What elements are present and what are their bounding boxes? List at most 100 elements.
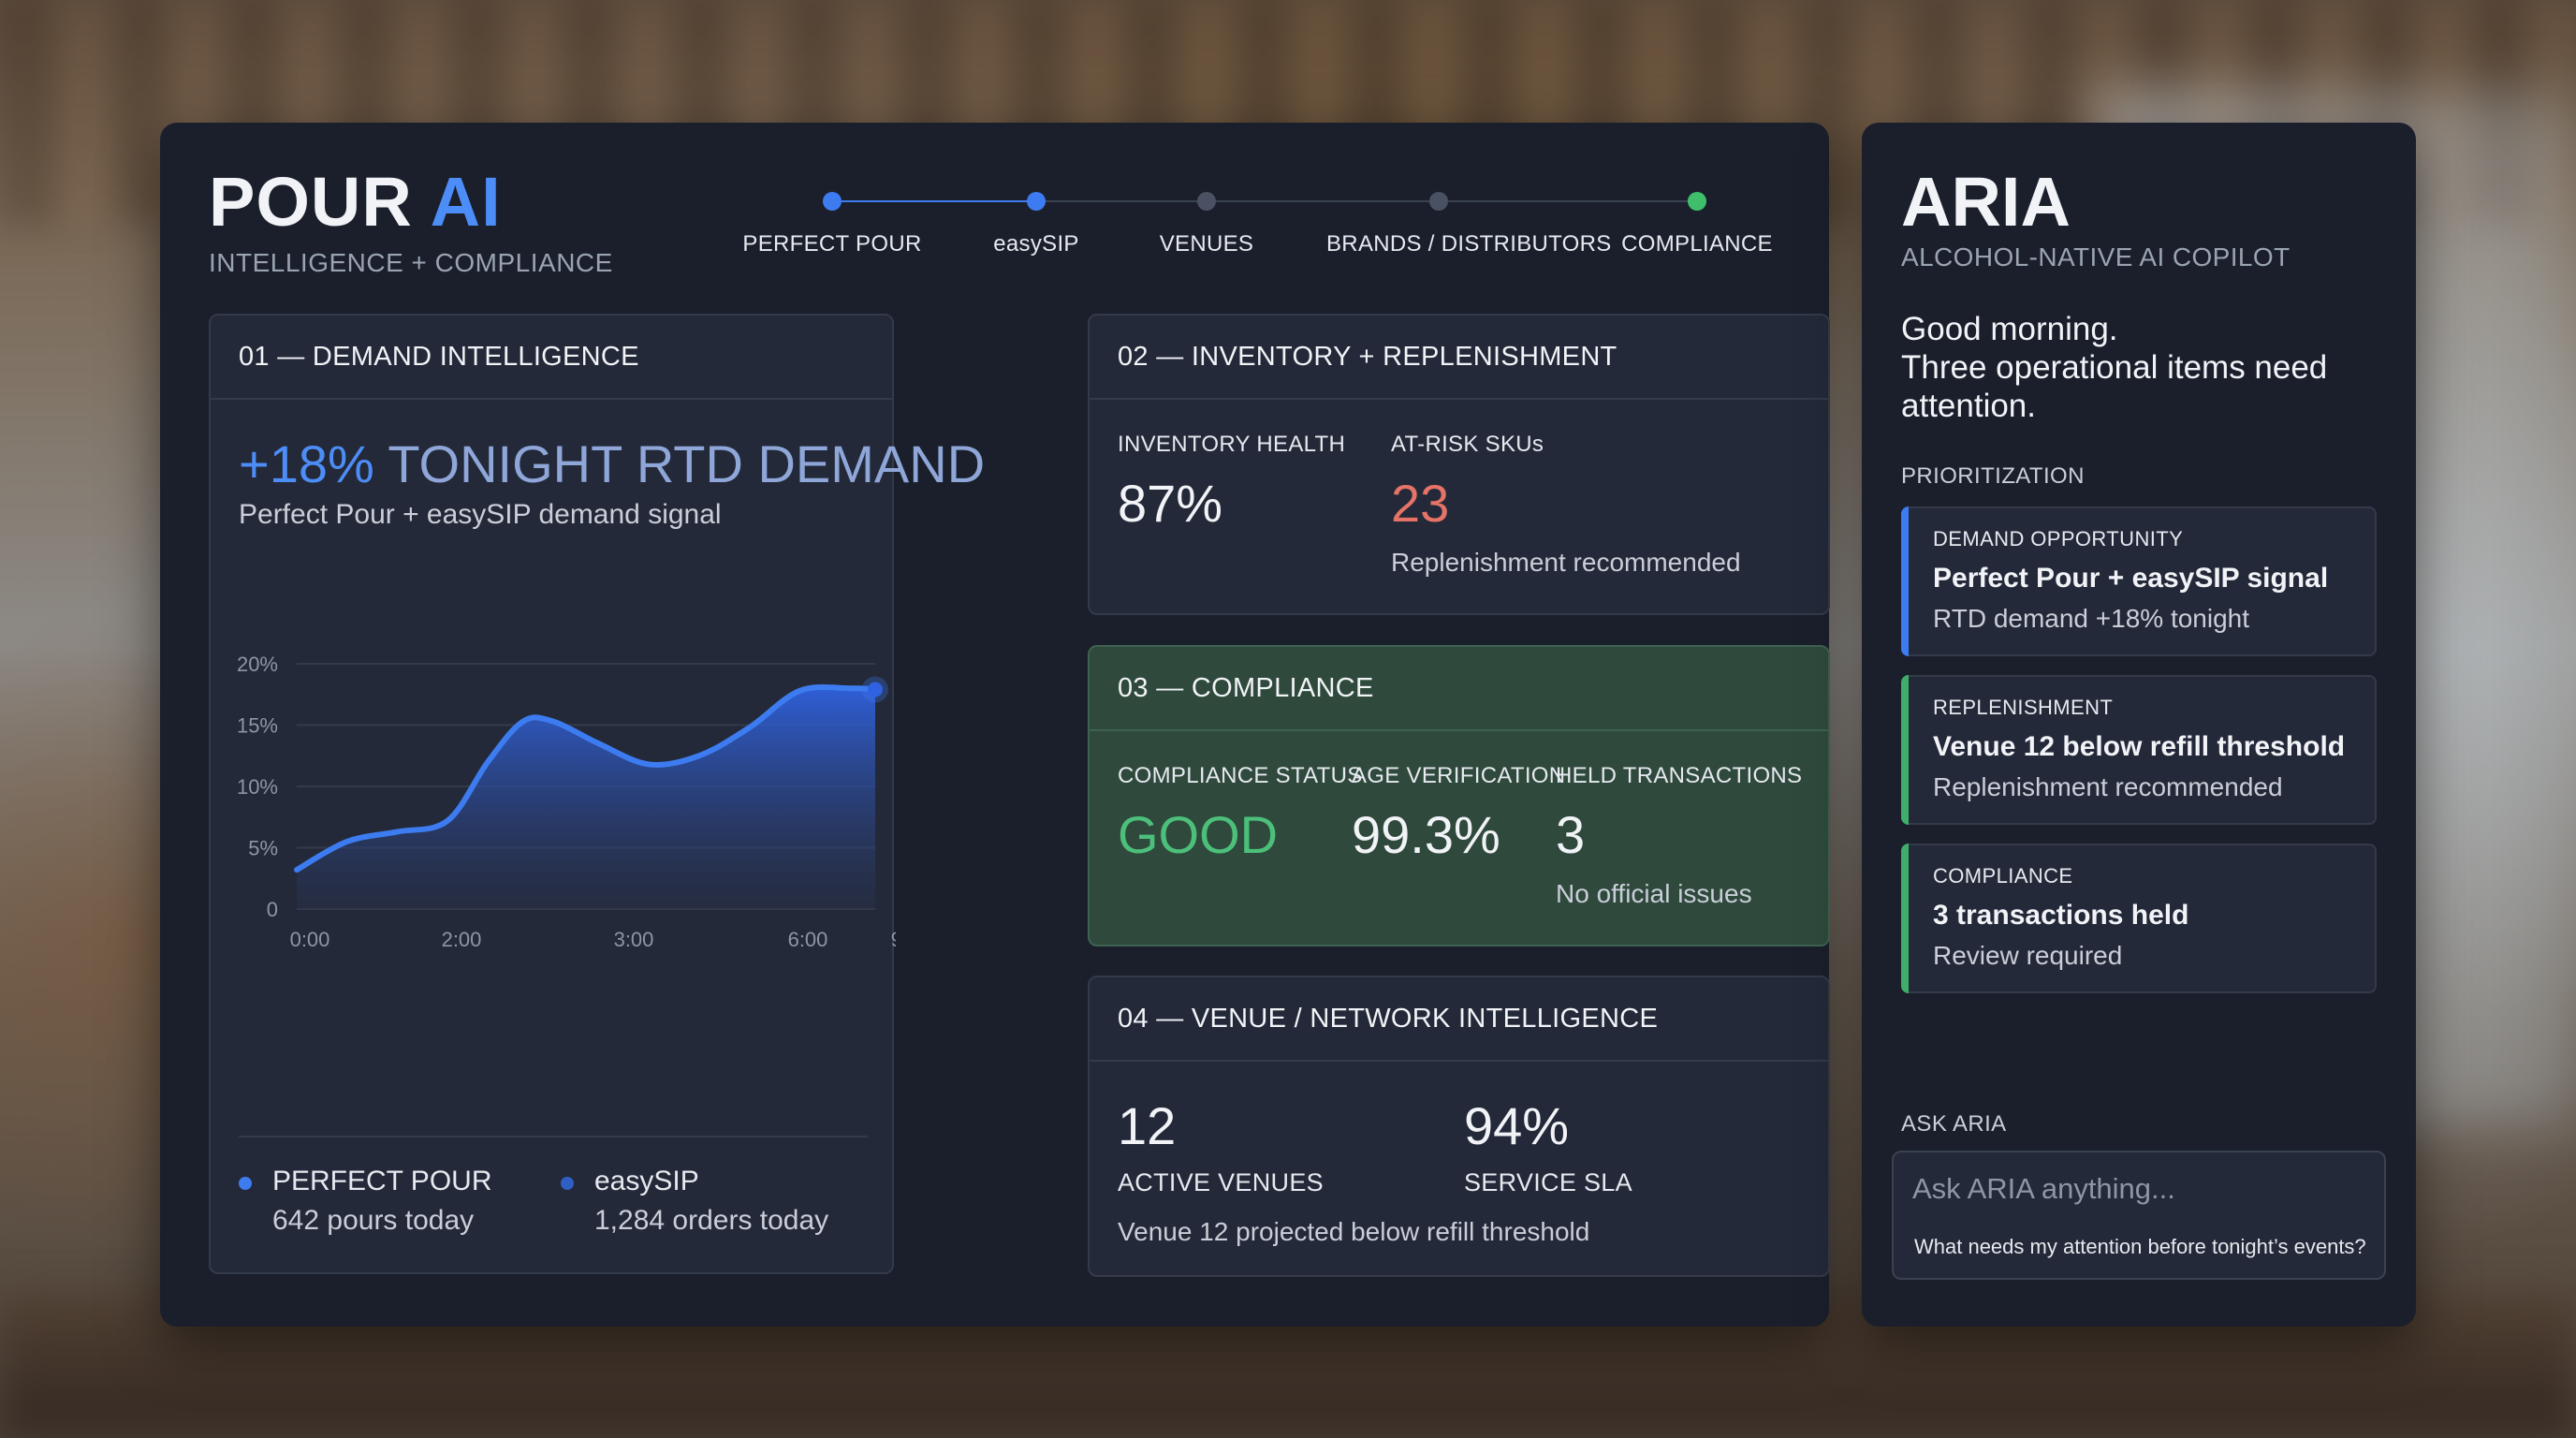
card-header: 02 — INVENTORY + REPLENISHMENT [1090,315,1828,400]
step-label: VENUES [1159,231,1254,257]
demand-chart: 0 5% 10% 15% 20% 0:00 2:00 3:00 6:00 9:00 [237,653,896,951]
at-risk-skus-label: AT-RISK SKUs [1391,432,1544,457]
step-dot [823,192,842,211]
y-tick-label: 20% [237,653,278,676]
demand-subtitle: Perfect Pour + easySIP demand signal [239,499,722,530]
step-label: PERFECT POUR [742,231,922,257]
compliance-note: No official issues [1556,879,1752,908]
active-venues-value: 12 [1118,1096,1177,1155]
step-compliance[interactable]: COMPLIANCE [1585,179,1809,257]
y-tick-label: 15% [237,714,278,738]
venue-note: Venue 12 projected below refill threshol… [1118,1217,1590,1246]
age-verification-label: AGE VERIFICATION [1352,763,1566,788]
card-header: 01 — DEMAND INTELLIGENCE [211,315,892,400]
ask-aria-label: ASK ARIA [1901,1111,2007,1137]
aria-title: ARIA [1901,163,2071,241]
x-tick-label: 0:00 [290,928,330,951]
x-tick-label: 9:00 [891,928,896,951]
legend-item-perfect-pour: PERFECT POUR 642 pours today [239,1166,491,1237]
aria-greeting: Good morning. Three operational items ne… [1901,310,2388,425]
demand-headline: +18% TONIGHT RTD DEMAND [239,433,985,494]
suggested-question[interactable]: What needs my attention before tonight’s… [1914,1235,2366,1258]
venue-network-card: 04 — VENUE / NETWORK INTELLIGENCE 12 ACT… [1088,976,1830,1277]
legend-dot [561,1177,574,1190]
compliance-status-value: GOOD [1118,805,1279,864]
demand-headline-text: TONIGHT RTD DEMAND [388,434,986,493]
active-venues-label: ACTIVE VENUES [1118,1168,1324,1196]
step-easysip[interactable]: easySIP [924,179,1149,257]
priority-accent-bar [1901,506,1909,656]
at-risk-skus-value: 23 [1391,474,1450,533]
legend-value: 642 pours today [272,1205,475,1236]
step-dot [1688,192,1706,211]
brand-title-accent: AI [430,163,502,241]
priority-title: Perfect Pour + easySIP signal [1933,563,2329,594]
x-tick-label: 2:00 [442,928,482,951]
inventory-card: 02 — INVENTORY + REPLENISHMENT INVENTORY… [1088,314,1830,615]
current-point-marker [868,682,883,697]
stepper-connector [842,200,1046,202]
priority-note: RTD demand +18% tonight [1933,604,2250,633]
aria-greeting-line: Good morning. [1901,311,2118,347]
legend-item-easysip: easySIP 1,284 orders today [561,1166,828,1237]
aria-greeting-line: Three operational items need attention. [1901,349,2328,424]
step-dot [1027,192,1046,211]
age-verification-value: 99.3% [1352,805,1500,864]
brand-title: POUR AI [209,168,613,237]
x-tick-label: 6:00 [788,928,828,951]
inventory-note: Replenishment recommended [1391,548,1741,577]
ask-aria-input[interactable] [1912,1166,2362,1212]
y-tick-label: 5% [248,837,278,860]
demand-line [294,683,878,873]
legend-name: PERFECT POUR [272,1166,492,1196]
legend-name: easySIP [594,1166,699,1196]
held-transactions-label: HELD TRANSACTIONS [1556,763,1803,788]
brand: POUR AI INTELLIGENCE + COMPLIANCE [209,168,613,278]
stepper-connector [1046,200,1216,202]
priority-title: Venue 12 below refill threshold [1933,731,2346,762]
priority-item-demand[interactable]: DEMAND OPPORTUNITY Perfect Pour + easySI… [1901,506,2377,656]
brand-subtitle: INTELLIGENCE + COMPLIANCE [209,248,613,277]
priority-item-replenishment[interactable]: REPLENISHMENT Venue 12 below refill thre… [1901,675,2377,825]
source-stepper: PERFECT POUR easySIP VENUES BRANDS / DIS… [742,179,1798,263]
aria-copilot-panel: ARIA ALCOHOL-NATIVE AI COPILOT Good morn… [1862,123,2416,1327]
step-brands-distributors[interactable]: BRANDS / DISTRIBUTORS [1326,179,1612,257]
legend-divider [239,1136,868,1137]
held-transactions-value: 3 [1556,805,1586,864]
dashboard-panel: POUR AI INTELLIGENCE + COMPLIANCE PERFEC… [160,123,1830,1327]
step-label: easySIP [993,231,1079,257]
priority-title: 3 transactions held [1933,900,2189,931]
priority-accent-bar [1901,675,1909,825]
priority-note: Review required [1933,941,2123,970]
priority-kicker: REPLENISHMENT [1933,696,2114,719]
stepper-connector [1448,200,1706,202]
step-label: BRANDS / DISTRIBUTORS [1326,231,1612,257]
y-tick-label: 0 [267,898,278,921]
priority-accent-bar [1901,844,1909,993]
service-sla-label: SERVICE SLA [1464,1168,1632,1196]
step-label: COMPLIANCE [1621,231,1773,257]
card-header: 03 — COMPLIANCE [1090,647,1828,731]
priority-kicker: COMPLIANCE [1933,864,2073,888]
demand-area-fill [297,686,875,909]
step-perfect-pour[interactable]: PERFECT POUR [720,179,944,257]
compliance-card: 03 — COMPLIANCE COMPLIANCE STATUS GOOD A… [1088,645,1830,946]
y-tick-label: 10% [237,775,278,799]
priority-note: Replenishment recommended [1933,772,2283,801]
priority-item-compliance[interactable]: COMPLIANCE 3 transactions held Review re… [1901,844,2377,993]
ask-aria-box: What needs my attention before tonight’s… [1892,1151,2386,1280]
card-header: 04 — VENUE / NETWORK INTELLIGENCE [1090,977,1828,1062]
inventory-health-label: INVENTORY HEALTH [1118,432,1346,457]
service-sla-value: 94% [1464,1096,1570,1155]
aria-subtitle: ALCOHOL-NATIVE AI COPILOT [1901,242,2291,271]
demand-intelligence-card: 01 — DEMAND INTELLIGENCE +18% TONIGHT RT… [209,314,985,1274]
inventory-health-value: 87% [1118,474,1223,533]
legend-value: 1,284 orders today [594,1205,829,1236]
step-dot [1197,192,1216,211]
step-venues[interactable]: VENUES [1094,179,1319,257]
legend-dot [239,1177,252,1190]
x-tick-label: 3:00 [614,928,654,951]
stepper-connector [1216,200,1448,202]
demand-headline-pct: +18% [239,434,374,493]
prioritization-label: PRIORITIZATION [1901,463,2085,489]
